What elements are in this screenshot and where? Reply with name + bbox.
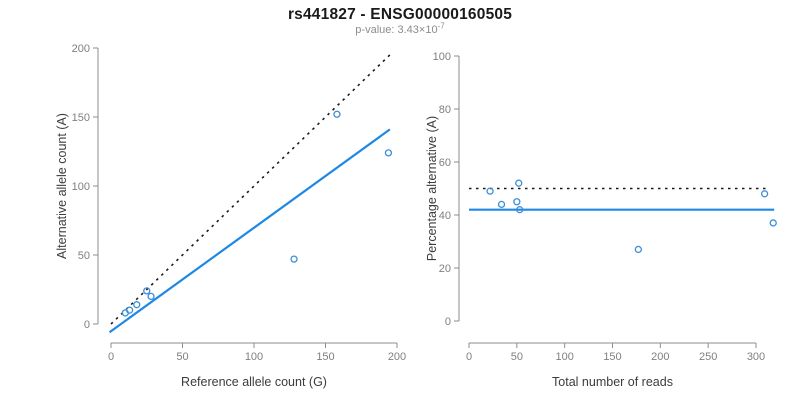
data-point — [147, 292, 155, 301]
data-point — [333, 110, 341, 118]
x-tick-label: 200 — [388, 351, 406, 363]
y-tick-label: 60 — [439, 157, 451, 169]
x-axis-title: Total number of reads — [552, 375, 673, 389]
data-point — [133, 301, 141, 309]
x-axis: 0 50 100 150 200 250 300 Total number of reads — [466, 342, 765, 389]
data-point — [143, 287, 151, 295]
data-point — [513, 198, 521, 206]
figure-title: rs441827 - ENSG00000160505 — [287, 6, 513, 23]
y-axis-title: Alternative allele count (A) — [55, 113, 69, 259]
data-point — [290, 255, 298, 263]
y-tick-label: 100 — [433, 51, 451, 63]
identity-line — [110, 54, 391, 325]
data-point — [125, 306, 134, 314]
x-tick-label: 0 — [108, 351, 114, 363]
x-tick-label: 0 — [466, 351, 472, 363]
y-tick-label: 20 — [439, 263, 451, 275]
x-axis: 0 50 100 150 200 Reference allele count (G) — [108, 342, 406, 389]
y-tick-label: 0 — [84, 319, 90, 331]
data-point — [516, 206, 524, 214]
x-tick-label: 250 — [699, 351, 717, 363]
y-axis: 0 50 100 150 200 Alternative allele count (A) — [55, 43, 99, 331]
data-points — [486, 179, 777, 254]
y-tick-label: 150 — [72, 112, 90, 124]
x-tick-label: 50 — [511, 351, 523, 363]
x-tick-label: 50 — [176, 351, 188, 363]
y-tick-label: 40 — [439, 210, 451, 222]
x-axis-title: Reference allele count (G) — [181, 375, 327, 389]
figure-subtitle: p-value: 3.43×10-7 — [0, 21, 800, 36]
data-point — [769, 219, 777, 227]
data-points — [121, 110, 393, 317]
data-point — [760, 190, 769, 198]
y-tick-label: 80 — [439, 104, 451, 116]
data-point — [384, 149, 393, 157]
data-point — [634, 245, 642, 254]
y-axis: 0 20 40 60 80 100 Percentage alternative (A) — [425, 51, 460, 328]
fit-line — [108, 128, 391, 334]
left-plot: 0 50 100 150 200 Reference allele count (G) 0 5… — [55, 43, 406, 389]
y-tick-label: 0 — [445, 316, 451, 328]
x-tick-label: 150 — [603, 351, 621, 363]
data-point — [497, 200, 506, 209]
x-tick-label: 100 — [245, 351, 263, 363]
y-tick-label: 100 — [72, 181, 90, 193]
x-tick-label: 300 — [747, 351, 765, 363]
x-tick-label: 150 — [316, 351, 334, 363]
data-point — [515, 179, 523, 187]
y-tick-label: 50 — [78, 250, 90, 262]
y-tick-label: 200 — [72, 43, 90, 55]
pvalue-text: p-value: 3.43×10 — [355, 24, 438, 36]
x-tick-label: 100 — [555, 351, 573, 363]
y-axis-title: Percentage alternative (A) — [425, 116, 439, 261]
pvalue-exponent: -7 — [437, 21, 445, 31]
data-point — [486, 187, 494, 195]
x-tick-label: 200 — [651, 351, 669, 363]
